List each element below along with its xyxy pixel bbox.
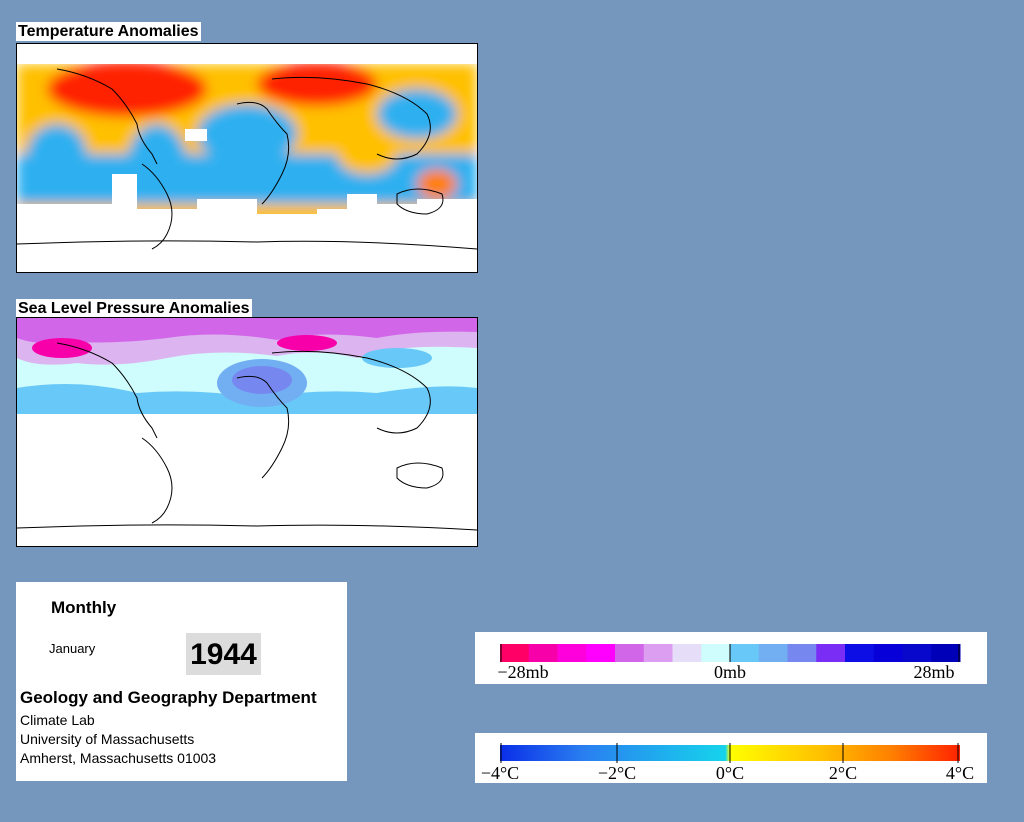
pressure-swatch	[758, 644, 788, 662]
pressure-label-max: 28mb	[913, 662, 954, 682]
temperature-legend-svg: −4°C −2°C 0°C 2°C 4°C	[481, 743, 974, 783]
pressure-swatch	[816, 644, 846, 662]
pressure-swatch	[730, 644, 760, 662]
pressure-field	[17, 318, 477, 546]
pressure-legend: −28mb 0mb 28mb	[475, 632, 987, 684]
pressure-swatch	[615, 644, 645, 662]
pressure-coastlines	[17, 342, 477, 531]
pressure-legend-svg: −28mb 0mb 28mb	[497, 644, 961, 682]
temp-label-pos2: 2°C	[829, 763, 857, 783]
pressure-label-min: −28mb	[497, 662, 548, 682]
temperature-field	[17, 61, 477, 224]
pressure-swatch	[500, 644, 530, 662]
temperature-panel-title: Temperature Anomalies	[16, 22, 201, 41]
pressure-swatch	[586, 644, 616, 662]
pressure-anomaly-map	[16, 317, 478, 547]
temp-label-pos4: 4°C	[946, 763, 974, 783]
pressure-swatch	[845, 644, 875, 662]
temperature-legend: −4°C −2°C 0°C 2°C 4°C	[475, 733, 987, 783]
temp-label-neg4: −4°C	[481, 763, 519, 783]
temperature-coastlines	[17, 68, 477, 250]
pressure-map-svg	[17, 318, 477, 546]
temperature-anomaly-map	[16, 43, 478, 273]
temp-label-zero: 0°C	[716, 763, 744, 783]
pressure-swatch	[672, 644, 702, 662]
temp-label-neg2: −2°C	[598, 763, 636, 783]
pressure-swatch	[643, 644, 673, 662]
pressure-swatch	[528, 644, 558, 662]
pressure-swatch	[902, 644, 932, 662]
year-label: 1944	[186, 633, 261, 675]
pressure-swatch	[701, 644, 731, 662]
pressure-swatch	[873, 644, 903, 662]
pressure-swatch	[931, 644, 961, 662]
address-label: Amherst, Massachusetts 01003	[20, 750, 217, 766]
temperature-map-svg	[17, 44, 477, 272]
department-label: Geology and Geography Department	[20, 688, 317, 707]
lab-label: Climate Lab	[20, 712, 95, 728]
pressure-swatch	[787, 644, 817, 662]
period-label: Monthly	[51, 598, 117, 617]
info-panel: Monthly January 1944 Geology and Geograp…	[16, 582, 347, 781]
month-label: January	[49, 641, 96, 656]
pressure-panel-title: Sea Level Pressure Anomalies	[16, 299, 252, 318]
university-label: University of Massachusetts	[20, 731, 195, 747]
pressure-swatch	[557, 644, 587, 662]
pressure-label-zero: 0mb	[714, 662, 746, 682]
